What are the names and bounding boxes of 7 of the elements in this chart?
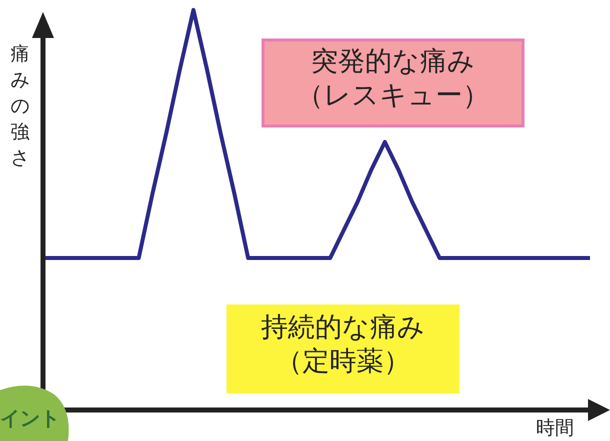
annotation: イント [0, 406, 60, 430]
annotation: （レスキュー） [296, 80, 490, 111]
x-axis-title: 時間 [536, 417, 574, 439]
y-axis-title: 痛みの強さ [10, 43, 30, 169]
annotation: 持続的な痛み [261, 312, 425, 343]
annotation: 突発的な痛み [311, 46, 475, 77]
annotation: （定時薬） [276, 346, 410, 377]
